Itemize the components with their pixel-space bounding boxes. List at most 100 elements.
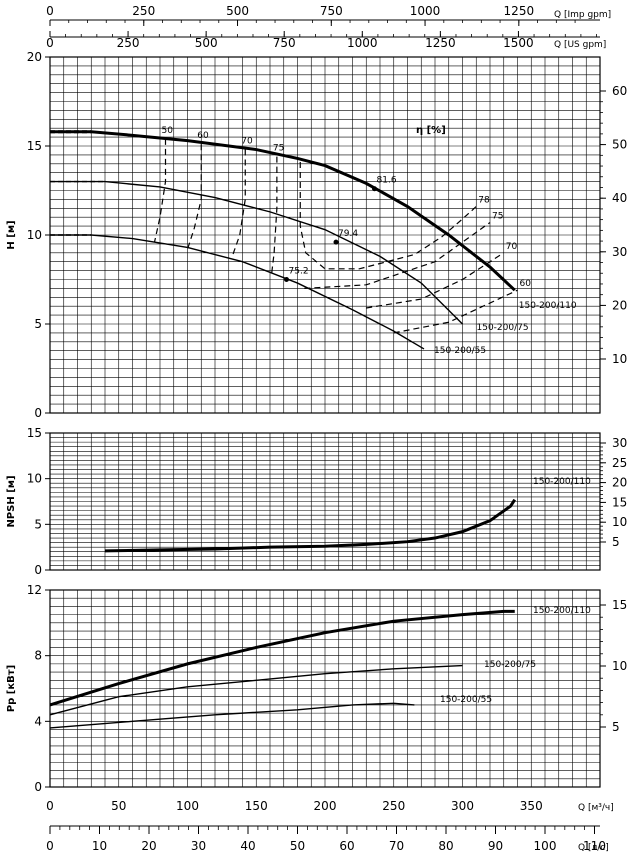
y-tick-label: 5 [34,317,42,331]
right-tick-label: 40 [612,191,627,205]
series-label: 150-200/55 [440,695,492,705]
efficiency-contour-50 [153,138,167,243]
curve-npsh-150-200-110 [104,498,517,553]
series-label: 150-200/110 [519,301,577,311]
imp-gpm-tick-label: 250 [132,4,155,18]
ls-tick-label: 10 [92,839,107,853]
efficiency-axis-title: η [%] [416,125,446,136]
chart-curves [49,130,518,729]
bep-label: 75.2 [289,267,309,277]
right-tick-label: 30 [612,436,627,450]
ls-tick-label: 30 [191,839,206,853]
right-tick-label: 10 [612,515,627,529]
y-tick-label: 0 [34,406,42,420]
y-tick-label: 15 [27,426,42,440]
y-tick-label: 0 [34,563,42,577]
right-tick-label: 25 [612,456,627,470]
ls-tick-label: 90 [488,839,503,853]
ls-axis-title: Q [л/с] [578,843,609,853]
efficiency-label: 75 [273,144,284,154]
m3h-tick-label: 350 [520,799,543,813]
ls-tick-label: 110 [583,839,606,853]
curve-head-150-200-75 [50,180,463,325]
curve-power-150-200-55 [49,702,415,729]
us-gpm-tick-label: 500 [195,36,218,50]
us-gpm-tick-label: 1250 [425,36,456,50]
efficiency-contour-70 [366,252,505,309]
bep-point [333,239,339,245]
efficiency-label: 78 [478,196,490,206]
m3h-tick-label: 250 [382,799,405,813]
us-gpm-tick-label: 1500 [503,36,534,50]
m3h-tick-label: 50 [111,799,126,813]
ls-tick-label: 70 [389,839,404,853]
y-tick-label: 10 [27,228,42,242]
us-gpm-tick-label: 1000 [347,36,378,50]
y-axis-title-power: Pp [кВт] [6,665,17,712]
y-tick-label: 4 [34,714,42,728]
efficiency-label: 75 [492,212,503,222]
bep-label: 79.4 [338,229,358,239]
bep-point [284,277,289,282]
efficiency-contour-70 [232,149,246,255]
series-label: 150-200/75 [484,660,536,670]
chart-grid [50,57,600,787]
y-tick-label: 0 [34,780,42,794]
panel-frame-power [49,589,601,788]
bep-point [372,186,377,192]
imp-gpm-tick-label: 0 [46,4,54,18]
series-label: 150-200/110 [533,477,591,487]
right-tick-label: 5 [612,535,620,549]
efficiency-label: 60 [197,131,209,141]
efficiency-contour-60 [186,144,202,250]
efficiency-label: 70 [241,137,253,147]
imp-gpm-tick-label: 1000 [410,4,441,18]
right-tick-label: 60 [612,84,627,98]
ls-tick-label: 60 [339,839,354,853]
y-tick-label: 12 [27,583,42,597]
curve-head-150-200-55 [50,234,425,350]
m3h-tick-label: 200 [314,799,337,813]
right-tick-label: 10 [612,659,627,673]
right-tick-label: 5 [612,720,620,734]
imp-gpm-tick-label: 750 [320,4,343,18]
m3h-tick-label: 100 [176,799,199,813]
y-tick-label: 15 [27,139,42,153]
ls-tick-label: 50 [290,839,305,853]
ls-tick-label: 100 [534,839,557,853]
efficiency-contour-75 [270,156,278,277]
right-tick-label: 20 [612,476,627,490]
y-tick-label: 8 [34,649,42,663]
right-tick-label: 20 [612,298,627,312]
us-gpm-tick-label: 250 [117,36,140,50]
right-tick-label: 30 [612,245,627,259]
right-tick-label: 10 [612,352,627,366]
m3h-axis-title: Q [м³/ч] [578,803,614,813]
efficiency-contour-75 [304,222,491,289]
y-tick-label: 10 [27,472,42,486]
y-tick-label: 5 [34,517,42,531]
series-label: 150-200/55 [434,346,486,356]
us-gpm-tick-label: 750 [273,36,296,50]
curve-power-150-200-110 [49,609,515,707]
imp-gpm-axis-title: Q [Imp gpm] [554,10,611,20]
ls-tick-label: 40 [240,839,255,853]
right-tick-label: 15 [612,495,627,509]
series-label: 150-200/75 [477,323,529,333]
series-label: 150-200/110 [533,606,591,616]
right-tick-label: 50 [612,138,627,152]
ls-tick-label: 0 [46,839,54,853]
chart-axes [45,19,606,834]
m3h-tick-label: 300 [451,799,474,813]
imp-gpm-tick-label: 1250 [504,4,535,18]
curve-head-150-200-110 [50,130,516,292]
ls-tick-label: 80 [438,839,453,853]
efficiency-contour-78 [299,162,477,270]
us-gpm-axis-title: Q [US gpm] [554,40,606,50]
ls-tick-label: 20 [141,839,156,853]
us-gpm-tick-label: 0 [46,36,54,50]
m3h-tick-label: 150 [245,799,268,813]
curve-power-150-200-75 [49,664,463,716]
